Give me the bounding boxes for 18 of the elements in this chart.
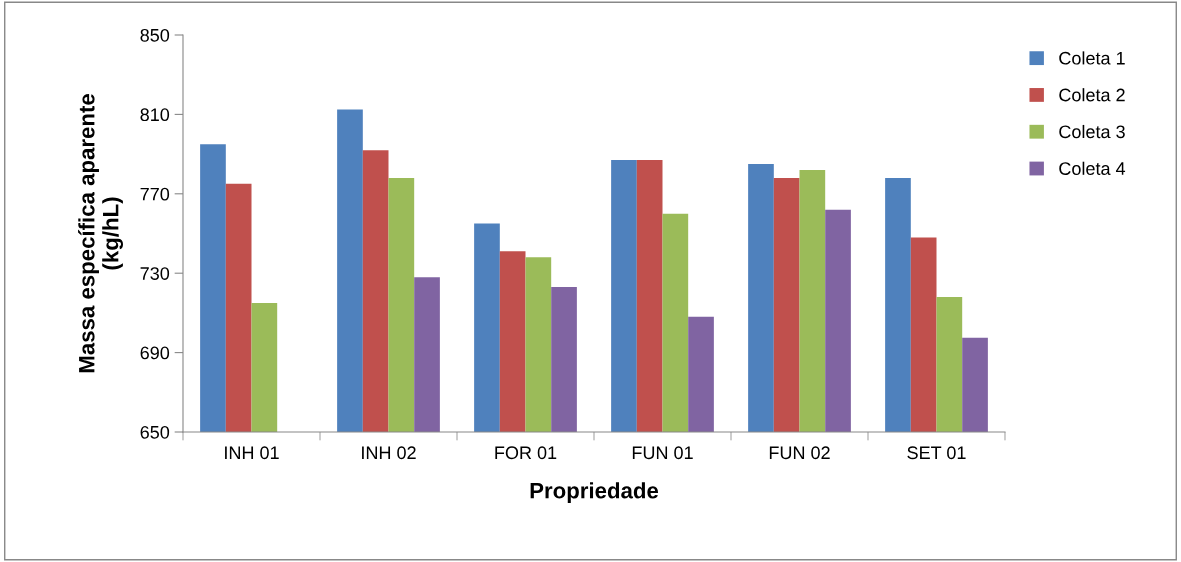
x-tick-label: INH 01 <box>225 446 279 460</box>
y-tick-label: 770 <box>140 187 170 201</box>
x-tick-label: SET 01 <box>907 446 966 460</box>
y-tick-label: 650 <box>140 425 170 439</box>
y-tick-label: 690 <box>140 346 170 360</box>
x-tick-label: FUN 02 <box>769 446 830 460</box>
legend-label: Coleta 3 <box>1059 124 1125 139</box>
x-tick-label: FUN 01 <box>632 446 693 460</box>
legend-label: Coleta 1 <box>1059 51 1125 65</box>
y-axis-title: Massa específica aparente (kg/hL) <box>78 94 124 373</box>
x-tick-label: INH 02 <box>362 446 416 460</box>
y-tick-label: 850 <box>140 28 170 42</box>
y-tick-label: 810 <box>140 108 170 122</box>
legend-label: Coleta 2 <box>1059 88 1125 102</box>
x-axis-title: Propriedade <box>530 482 659 503</box>
x-tick-label: FOR 01 <box>495 446 557 460</box>
legend-label: Coleta 4 <box>1059 161 1126 175</box>
y-tick-label: 730 <box>140 267 170 280</box>
